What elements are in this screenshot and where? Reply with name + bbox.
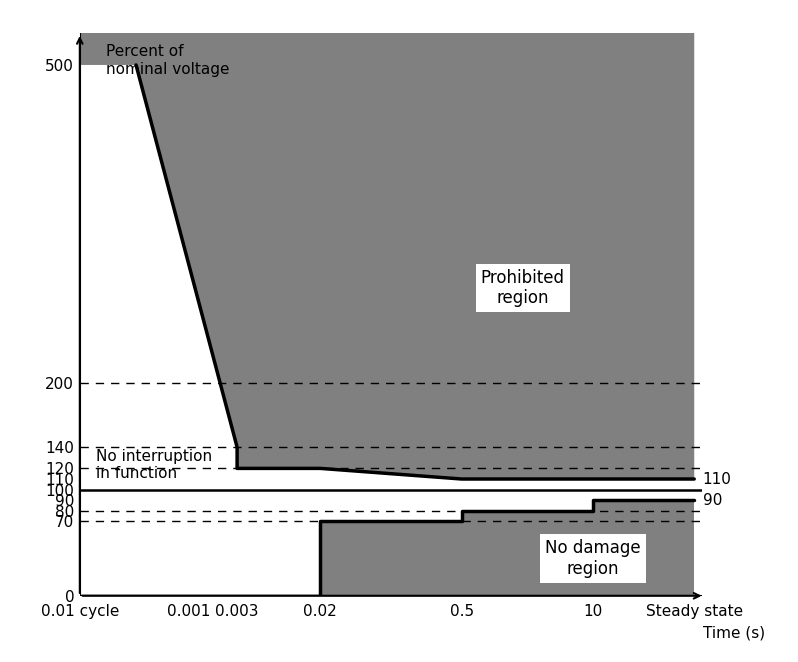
Text: Time (s): Time (s) [703,626,765,641]
Text: Percent of
nominal voltage: Percent of nominal voltage [105,44,229,77]
Text: No interruption
in function: No interruption in function [96,449,212,481]
Text: 110: 110 [703,471,732,487]
Polygon shape [320,500,694,596]
Text: Prohibited
region: Prohibited region [480,269,564,307]
Text: No damage
region: No damage region [545,540,641,578]
Text: 90: 90 [703,493,722,508]
Polygon shape [80,0,694,479]
